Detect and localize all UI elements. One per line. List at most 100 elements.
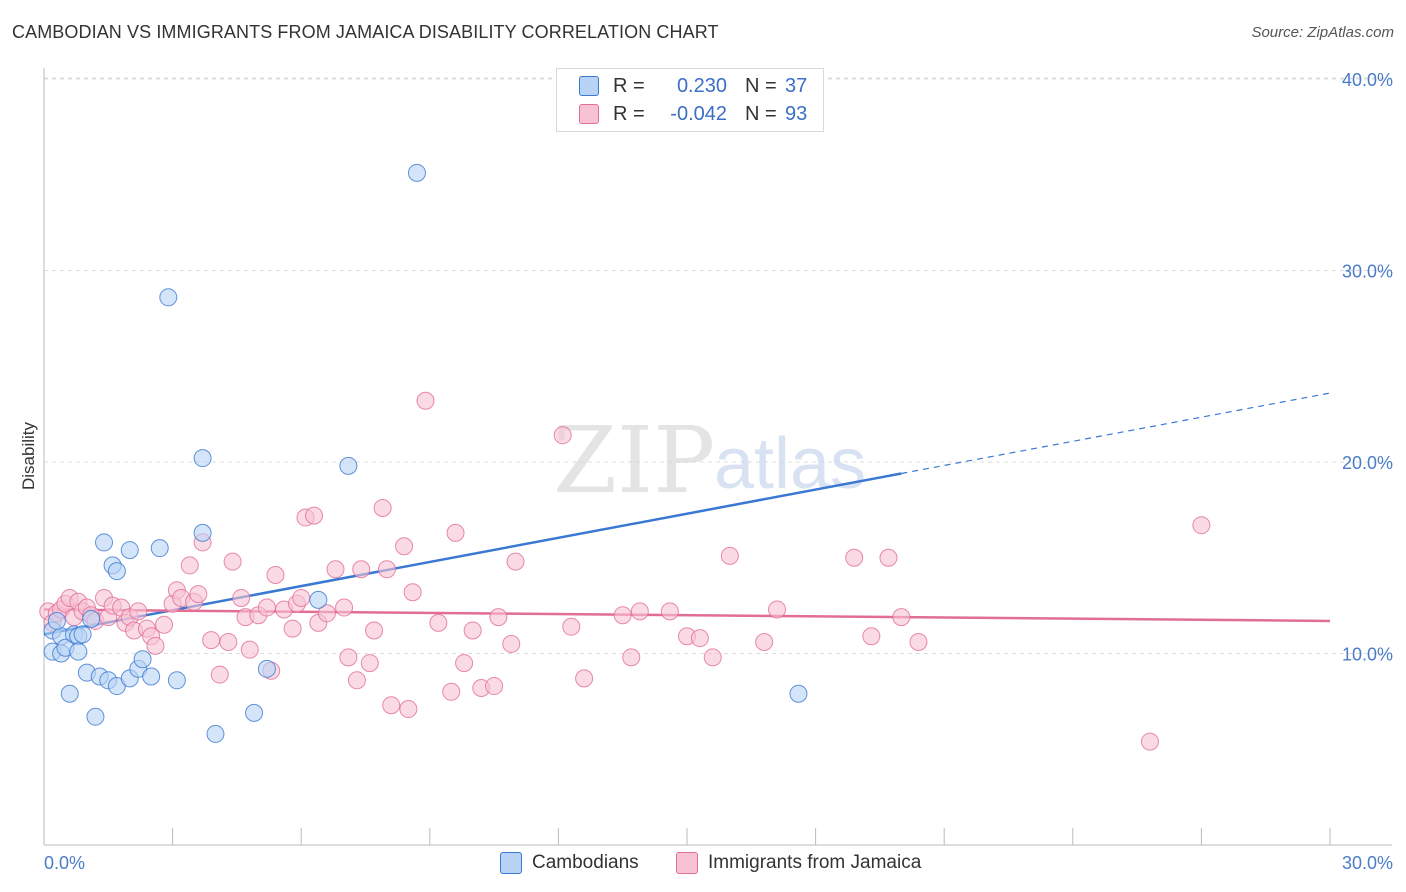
watermark: ZIP atlas — [553, 407, 866, 514]
legend-n-value: 37 — [785, 74, 808, 97]
jamaica-point — [146, 636, 165, 655]
jamaica-point — [562, 617, 581, 636]
jamaica-point — [403, 583, 422, 602]
y-axis-title: Disability — [19, 421, 38, 490]
jamaica-point — [660, 602, 679, 621]
jamaica-point — [283, 619, 302, 638]
jamaica-point — [232, 588, 251, 607]
jamaica-point — [755, 633, 774, 652]
jamaica-point — [416, 391, 435, 410]
cambodian-point — [193, 449, 212, 468]
legend-n-label: N = — [745, 74, 777, 97]
jamaica-point — [210, 665, 229, 684]
cambodian-point — [60, 684, 79, 703]
jamaica-point — [377, 560, 396, 579]
jamaica-point — [189, 585, 208, 604]
jamaica-point — [553, 426, 572, 445]
cambodian-point — [789, 684, 808, 703]
jamaica-point — [257, 598, 276, 617]
cambodian-point — [95, 533, 114, 552]
jamaica-point — [506, 552, 525, 571]
cambodian-point — [69, 642, 88, 661]
cambodians-swatch — [500, 852, 522, 874]
legend-swatch-blue — [579, 76, 599, 96]
x-tick-label: 30.0% — [1342, 853, 1393, 873]
bottom-legend-cambodians[interactable]: Cambodians — [500, 852, 639, 874]
bottom-legend-jamaica[interactable]: Immigrants from Jamaica — [676, 852, 921, 874]
jamaica-point — [502, 634, 521, 653]
jamaica-point — [463, 621, 482, 640]
jamaica-point — [223, 552, 242, 571]
jamaica-point — [575, 669, 594, 688]
legend-r-value: 0.230 — [676, 74, 727, 97]
cambodian-point — [167, 671, 186, 690]
cambodian-point — [142, 667, 161, 686]
jamaica-point — [240, 640, 259, 659]
cambodian-point — [150, 539, 169, 558]
cambodian-trend-extension — [901, 392, 1331, 475]
jamaica-point — [352, 560, 371, 579]
cambodian-point — [82, 610, 101, 629]
legend-r-label: R = — [613, 102, 645, 125]
jamaica-point — [455, 654, 474, 673]
jamaica-point — [335, 598, 354, 617]
jamaica-point — [382, 696, 401, 715]
jamaica-point — [845, 548, 864, 567]
cambodian-point — [86, 707, 105, 726]
jamaica-point — [305, 506, 324, 525]
cambodian-trend-line — [43, 472, 902, 636]
cambodian-point — [257, 659, 276, 678]
legend-n-value: 93 — [785, 102, 808, 125]
jamaica-point — [429, 613, 448, 632]
jamaica-point — [879, 548, 898, 567]
gridlines — [44, 77, 1392, 654]
jamaica-label: Immigrants from Jamaica — [708, 852, 922, 873]
legend-n-label: N = — [745, 102, 777, 125]
jamaica-point — [202, 631, 221, 650]
jamaica-point — [1140, 732, 1159, 751]
cambodian-point — [47, 611, 66, 630]
jamaica-point — [703, 648, 722, 667]
jamaica-point — [622, 648, 641, 667]
jamaica-point — [360, 654, 379, 673]
jamaica-point — [373, 498, 392, 517]
cambodian-point — [206, 724, 225, 743]
jamaica-point — [326, 560, 345, 579]
jamaica-point — [129, 602, 148, 621]
cambodian-point — [193, 523, 212, 542]
cambodian-point — [133, 650, 152, 669]
jamaica-swatch — [676, 852, 698, 874]
watermark-atlas: atlas — [714, 424, 866, 504]
jamaica-point — [1192, 516, 1211, 535]
cambodian-point — [245, 703, 264, 722]
jamaica-point — [266, 565, 285, 584]
y-tick-label: 40.0% — [1342, 70, 1393, 90]
y-tick-label: 10.0% — [1342, 645, 1393, 665]
legend-row-jamaica: R = -0.042 N = 93 — [579, 101, 807, 127]
correlation-legend: R = 0.230 N = 37 R = -0.042 N = 93 — [556, 68, 824, 132]
x-tick-label: 0.0% — [44, 853, 85, 873]
tick-labels: 10.0% 20.0% 30.0% 40.0% 0.0% 30.0% — [44, 70, 1393, 873]
jamaica-point — [442, 682, 461, 701]
cambodian-point — [309, 590, 328, 609]
jamaica-point — [909, 633, 928, 652]
jamaica-point — [720, 546, 739, 565]
jamaica-point — [292, 588, 311, 607]
legend-row-cambodians: R = 0.230 N = 37 — [579, 73, 807, 99]
jamaica-point — [180, 556, 199, 575]
axes — [43, 68, 1392, 846]
jamaica-point — [489, 608, 508, 627]
cambodian-point — [107, 562, 126, 581]
legend-swatch-pink — [579, 104, 599, 124]
jamaica-point — [395, 537, 414, 556]
cambodian-point — [339, 456, 358, 475]
jamaica-point — [768, 600, 787, 619]
legend-r-label: R = — [613, 74, 645, 97]
cambodian-point — [159, 288, 178, 307]
jamaica-point — [155, 615, 174, 634]
jamaica-point — [399, 700, 418, 719]
jamaica-point — [317, 604, 336, 623]
chart-title: CAMBODIAN VS IMMIGRANTS FROM JAMAICA DIS… — [12, 22, 719, 42]
jamaica-point — [892, 608, 911, 627]
